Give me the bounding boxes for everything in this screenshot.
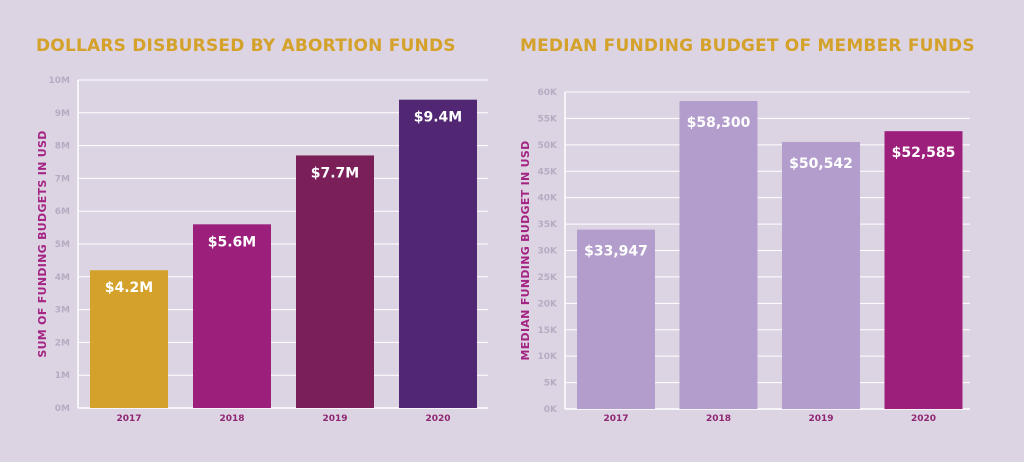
y-tick-label: 60K xyxy=(538,88,559,98)
y-tick-label: 0K xyxy=(544,405,558,415)
x-tick-label: 2017 xyxy=(116,414,141,424)
bar xyxy=(782,141,860,409)
y-axis-label: SUM OF FUNDING BUDGETS IN USD xyxy=(36,130,49,357)
x-tick-label: 2019 xyxy=(322,414,347,424)
y-tick-label: 8M xyxy=(55,142,70,152)
y-tick-label: 40K xyxy=(538,194,559,204)
bar-data-label: $33,947 xyxy=(584,244,648,260)
y-tick-label: 35K xyxy=(538,220,559,230)
y-tick-label: 20K xyxy=(538,299,559,309)
y-tick-label: 6M xyxy=(55,207,70,217)
y-tick-label: 30K xyxy=(538,247,559,257)
bar xyxy=(296,155,374,408)
bar-data-label: $5.6M xyxy=(208,234,256,250)
bar-data-label: $58,300 xyxy=(687,115,751,131)
y-tick-label: 5M xyxy=(55,240,70,250)
bar xyxy=(884,131,963,410)
y-tick-label: 3M xyxy=(55,306,70,316)
bar xyxy=(577,229,655,409)
y-tick-label: 45K xyxy=(538,167,559,177)
x-tick-label: 2018 xyxy=(219,414,244,424)
y-tick-label: 55K xyxy=(538,114,559,124)
y-axis-label: MEDIAN FUNDING BUDGET IN USD xyxy=(519,140,532,360)
bar xyxy=(90,270,168,408)
y-tick-label: 50K xyxy=(538,141,559,151)
bar-data-label: $7.7M xyxy=(311,165,359,181)
x-tick-label: 2020 xyxy=(425,414,450,424)
bar-data-label: $9.4M xyxy=(414,110,462,126)
y-tick-label: 5K xyxy=(544,379,558,389)
x-tick-label: 2019 xyxy=(808,414,833,424)
x-tick-label: 2020 xyxy=(911,414,936,424)
y-tick-label: 10M xyxy=(49,76,71,86)
bar xyxy=(679,100,758,410)
bar-data-label: $50,542 xyxy=(789,156,853,172)
bar xyxy=(399,99,477,409)
bar-data-label: $52,585 xyxy=(892,145,956,161)
y-tick-label: 7M xyxy=(55,174,70,184)
y-tick-label: 1M xyxy=(55,371,70,381)
y-tick-label: 10K xyxy=(538,352,559,362)
bar-data-label: $4.2M xyxy=(105,280,153,296)
y-tick-label: 25K xyxy=(538,273,559,283)
chart-title-left: DOLLARS DISBURSED BY ABORTION FUNDS xyxy=(36,36,456,56)
y-tick-label: 2M xyxy=(55,338,70,348)
chart-title-right: MEDIAN FUNDING BUDGET OF MEMBER FUNDS xyxy=(520,36,975,56)
y-tick-label: 0M xyxy=(55,404,70,414)
y-tick-label: 4M xyxy=(55,273,70,283)
y-tick-label: 9M xyxy=(55,109,70,119)
bar xyxy=(193,224,271,408)
y-tick-label: 15K xyxy=(538,326,559,336)
x-tick-label: 2018 xyxy=(706,414,731,424)
x-tick-label: 2017 xyxy=(603,414,628,424)
